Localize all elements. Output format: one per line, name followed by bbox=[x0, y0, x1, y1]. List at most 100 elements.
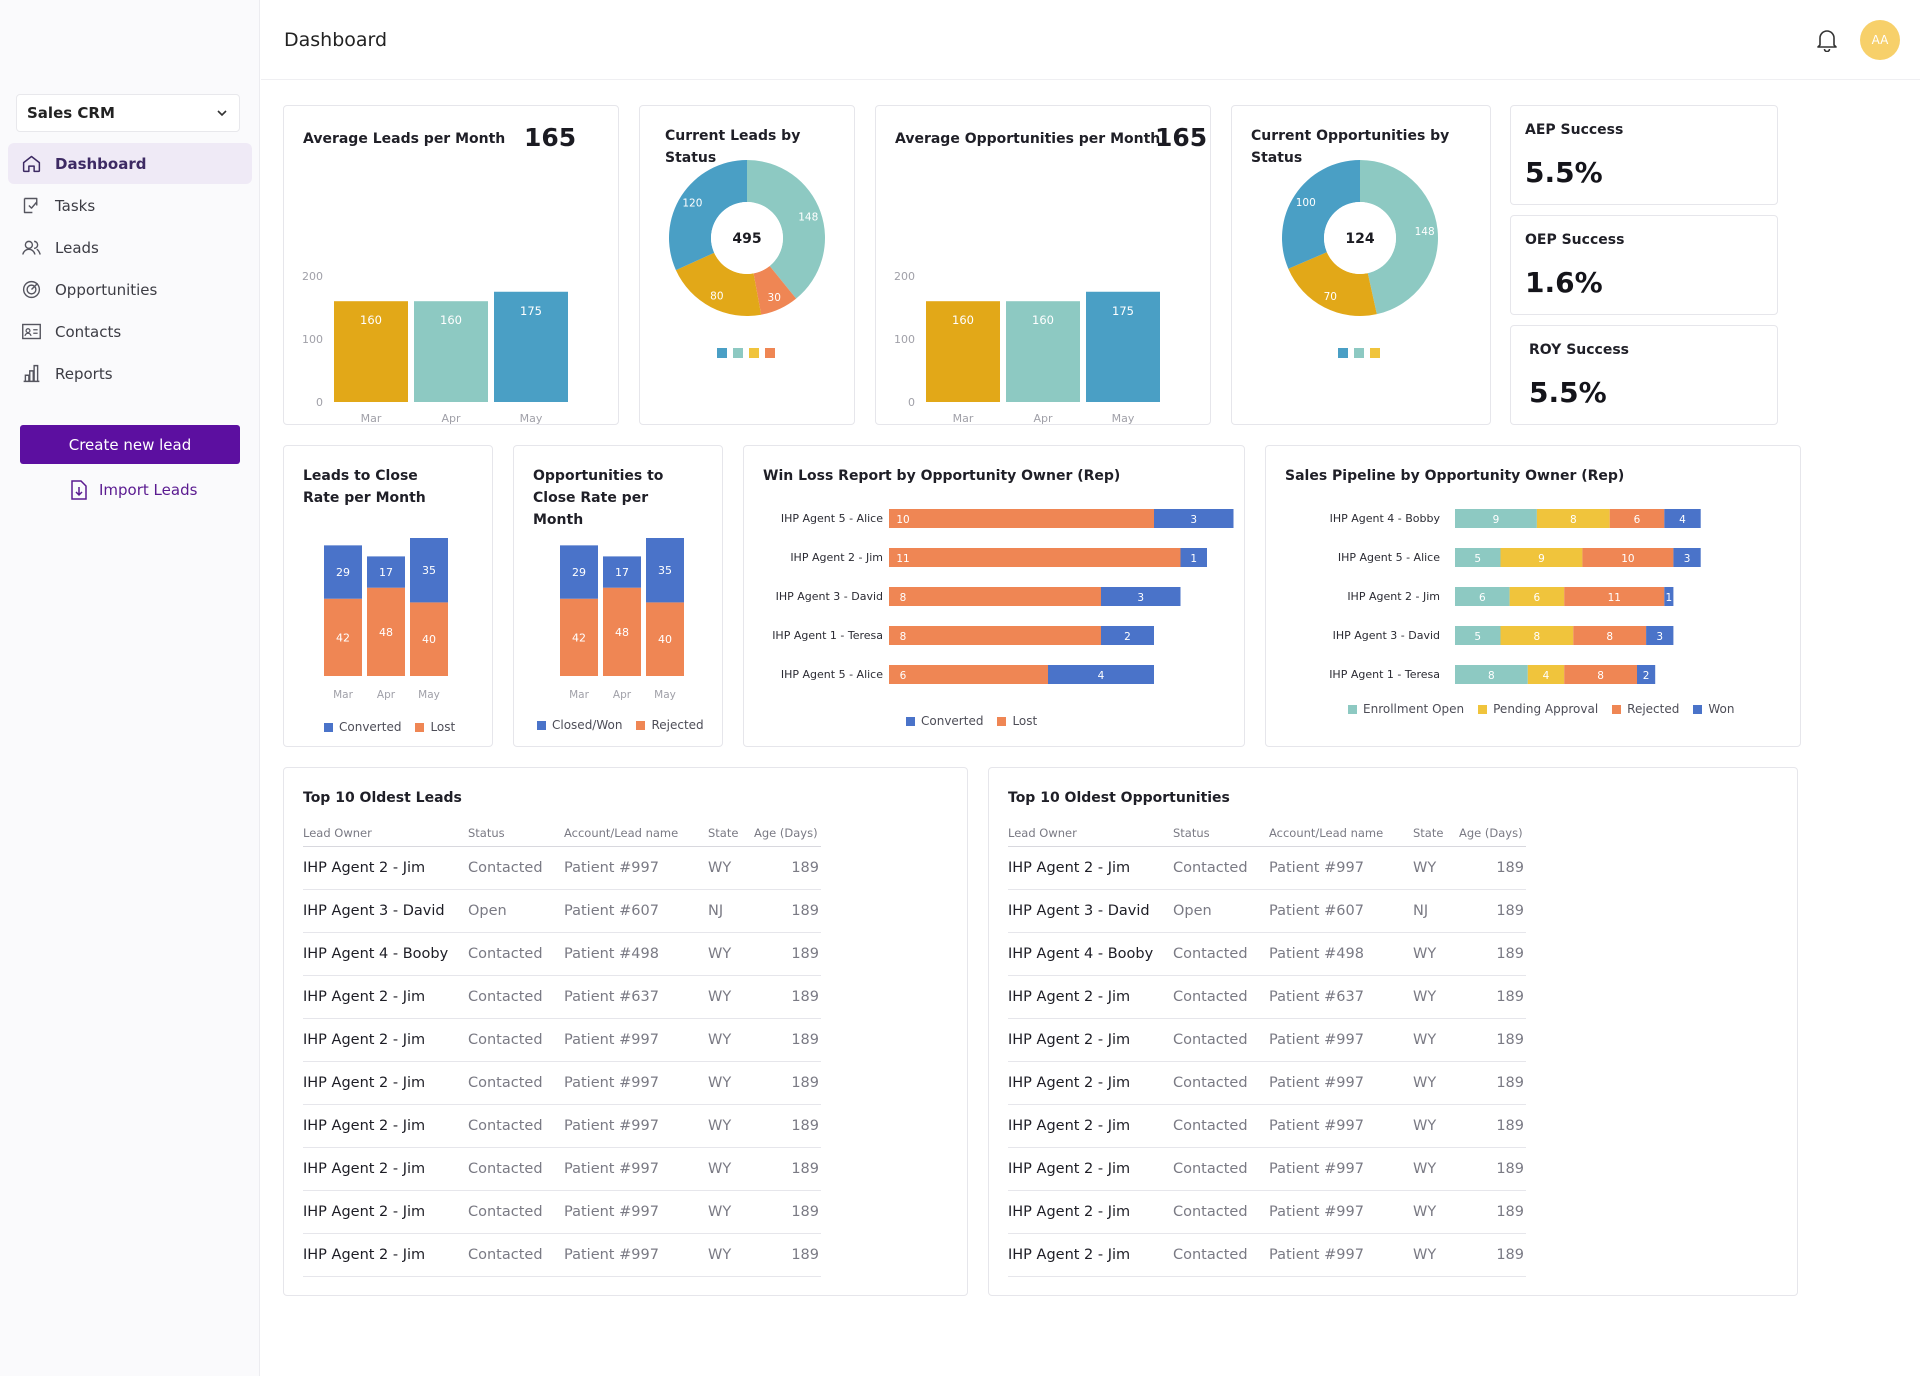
table-row[interactable]: IHP Agent 2 - Jim Contacted Patient #997 WY… bbox=[1008, 1190, 1526, 1234]
legend-swatch bbox=[733, 348, 743, 358]
table-row[interactable]: IHP Agent 2 - Jim Contacted Patient #997 WY… bbox=[1008, 1018, 1526, 1062]
table-row[interactable]: IHP Agent 4 - Booby Contacted Patient #498… bbox=[303, 932, 821, 976]
chart-title: Current Opportunities by Status bbox=[1251, 128, 1450, 166]
sidebar-item-contacts[interactable]: Contacts bbox=[8, 311, 252, 352]
avatar[interactable]: AA bbox=[1860, 20, 1900, 60]
bar-value-label: 175 bbox=[520, 304, 542, 318]
state-cell: WY bbox=[1413, 1104, 1459, 1148]
stacked-bar-segment bbox=[889, 509, 1154, 528]
chart-legend: Converted Lost bbox=[906, 714, 1051, 728]
account-name-cell: Patient #607 bbox=[1269, 889, 1413, 933]
table-row[interactable]: IHP Agent 2 - Jim Contacted Patient #637 WY… bbox=[303, 975, 821, 1019]
slice-value-label: 70 bbox=[1324, 291, 1337, 303]
x-tick-label: Apr bbox=[1033, 412, 1053, 424]
table-row[interactable]: IHP Agent 2 - Jim Contacted Patient #997 WY… bbox=[1008, 1104, 1526, 1148]
segment-value-label: 1 bbox=[1190, 553, 1197, 565]
account-name-cell: Patient #997 bbox=[1269, 1061, 1413, 1105]
sidebar-item-reports[interactable]: Reports bbox=[8, 353, 252, 394]
leads-status-card: Current Leads by Status 148 30 80 120 495 bbox=[639, 105, 855, 425]
table-row[interactable]: IHP Agent 2 - Jim Contacted Patient #997 WY… bbox=[303, 1061, 821, 1105]
segment-value-label: 1 bbox=[1666, 592, 1673, 604]
y-tick-label: 100 bbox=[894, 333, 915, 346]
legend-label: Pending Approval bbox=[1493, 702, 1599, 716]
sidebar-item-opportunities[interactable]: Opportunities bbox=[8, 269, 252, 310]
crm-selector[interactable]: Sales CRM bbox=[16, 94, 240, 132]
table-row[interactable]: IHP Agent 2 - Jim Contacted Patient #997 WY… bbox=[303, 1104, 821, 1148]
legend-label: Won bbox=[1708, 702, 1735, 716]
stacked-bar-segment bbox=[1500, 548, 1583, 567]
donut-slice bbox=[669, 160, 747, 271]
win-loss-card: Win Loss Report by Opportunity Owner (Re… bbox=[743, 445, 1245, 747]
stacked-bar-segment bbox=[646, 538, 684, 603]
column-header: State bbox=[1413, 820, 1459, 847]
y-category-label: IHP Agent 3 - David bbox=[776, 590, 883, 603]
segment-value-label: 8 bbox=[1488, 670, 1495, 682]
x-tick-label: Apr bbox=[377, 689, 396, 701]
segment-value-label: 11 bbox=[1608, 592, 1621, 604]
pipeline-hbar-chart: IHP Agent 4 - Bobby 9 8 6 4 IHP Agent 5 - Ali… bbox=[1329, 509, 1701, 684]
table-row[interactable]: IHP Agent 2 - Jim Contacted Patient #997 WY… bbox=[303, 846, 821, 890]
status-cell: Contacted bbox=[468, 932, 564, 976]
status-cell: Contacted bbox=[468, 1147, 564, 1191]
age-cell: 189 bbox=[1459, 889, 1526, 933]
table-row[interactable]: IHP Agent 2 - Jim Contacted Patient #997 WY… bbox=[303, 1018, 821, 1062]
stacked-bar-segment bbox=[1527, 665, 1565, 684]
table-row[interactable]: IHP Agent 2 - Jim Contacted Patient #997 WY… bbox=[1008, 1233, 1526, 1277]
lead-owner-cell: IHP Agent 4 - Booby bbox=[1008, 932, 1173, 976]
account-name-cell: Patient #498 bbox=[1269, 932, 1413, 976]
create-new-lead-button[interactable]: Create new lead bbox=[20, 425, 240, 464]
stacked-bar-segment bbox=[1455, 509, 1537, 528]
import-leads-label: Import Leads bbox=[99, 481, 198, 499]
chart-title: Sales Pipeline by Opportunity Owner (Rep… bbox=[1285, 468, 1625, 484]
import-leads-link[interactable]: Import Leads bbox=[70, 480, 197, 500]
legend-swatch bbox=[717, 348, 727, 358]
legend-item: Rejected bbox=[1612, 702, 1679, 716]
donut-slice bbox=[747, 160, 825, 299]
column-header: Lead Owner bbox=[303, 820, 468, 847]
table-row[interactable]: IHP Agent 2 - Jim Contacted Patient #997 WY… bbox=[1008, 1147, 1526, 1191]
legend-label: Lost bbox=[430, 720, 456, 734]
sidebar-item-label: Contacts bbox=[55, 322, 122, 341]
target-icon bbox=[22, 280, 41, 299]
table-row[interactable]: IHP Agent 2 - Jim Contacted Patient #997 WY… bbox=[1008, 1061, 1526, 1105]
users-icon bbox=[22, 240, 41, 255]
table-row[interactable]: IHP Agent 2 - Jim Contacted Patient #997 WY… bbox=[1008, 846, 1526, 890]
lead-owner-cell: IHP Agent 3 - David bbox=[1008, 889, 1173, 933]
kpi-value: 5.5% bbox=[1525, 156, 1603, 189]
segment-value-label: 48 bbox=[379, 626, 393, 639]
legend-label: Enrollment Open bbox=[1363, 702, 1465, 716]
table-row[interactable]: IHP Agent 2 - Jim Contacted Patient #997 WY… bbox=[303, 1190, 821, 1234]
stacked-bar-segment bbox=[1664, 587, 1674, 606]
age-cell: 189 bbox=[1459, 1233, 1526, 1277]
table-row[interactable]: IHP Agent 2 - Jim Contacted Patient #997 WY… bbox=[303, 1147, 821, 1191]
stacked-bar-segment bbox=[1637, 665, 1656, 684]
bar bbox=[1086, 291, 1160, 402]
state-cell: WY bbox=[708, 1147, 754, 1191]
status-cell: Contacted bbox=[1173, 846, 1269, 890]
legend-label: Rejected bbox=[1627, 702, 1680, 716]
kpi-oep-card: OEP Success 1.6% bbox=[1510, 215, 1778, 315]
legend-swatch bbox=[749, 348, 759, 358]
lead-owner-cell: IHP Agent 2 - Jim bbox=[303, 1104, 468, 1148]
stacked-bar-segment bbox=[1500, 626, 1574, 645]
headline-value: 165 bbox=[524, 123, 577, 152]
sidebar-item-tasks[interactable]: Tasks bbox=[8, 185, 252, 226]
table-row[interactable]: IHP Agent 2 - Jim Contacted Patient #637 WY… bbox=[1008, 975, 1526, 1019]
stacked-bar-segment bbox=[410, 538, 448, 603]
legend-item: Closed/Won bbox=[537, 718, 622, 732]
oldest-leads-card: Top 10 Oldest Leads Lead Owner Status Ac… bbox=[283, 767, 968, 1296]
state-cell: WY bbox=[708, 1233, 754, 1277]
sidebar-item-leads[interactable]: Leads bbox=[8, 227, 252, 268]
notification-bell-icon[interactable] bbox=[1816, 28, 1838, 52]
table-row[interactable]: IHP Agent 3 - David Open Patient #607 NJ 189 bbox=[1008, 889, 1526, 933]
y-tick-label: 200 bbox=[894, 270, 915, 283]
sidebar-item-dashboard[interactable]: Dashboard bbox=[8, 143, 252, 184]
x-tick-label: May bbox=[654, 689, 676, 701]
table-row[interactable]: IHP Agent 3 - David Open Patient #607 NJ 189 bbox=[303, 889, 821, 933]
table-row[interactable]: IHP Agent 4 - Booby Contacted Patient #498… bbox=[1008, 932, 1526, 976]
state-cell: WY bbox=[1413, 1233, 1459, 1277]
legend-label: Converted bbox=[339, 720, 402, 734]
table-row[interactable]: IHP Agent 2 - Jim Contacted Patient #997 WY… bbox=[303, 1233, 821, 1277]
status-cell: Contacted bbox=[468, 975, 564, 1019]
age-cell: 189 bbox=[754, 1104, 821, 1148]
